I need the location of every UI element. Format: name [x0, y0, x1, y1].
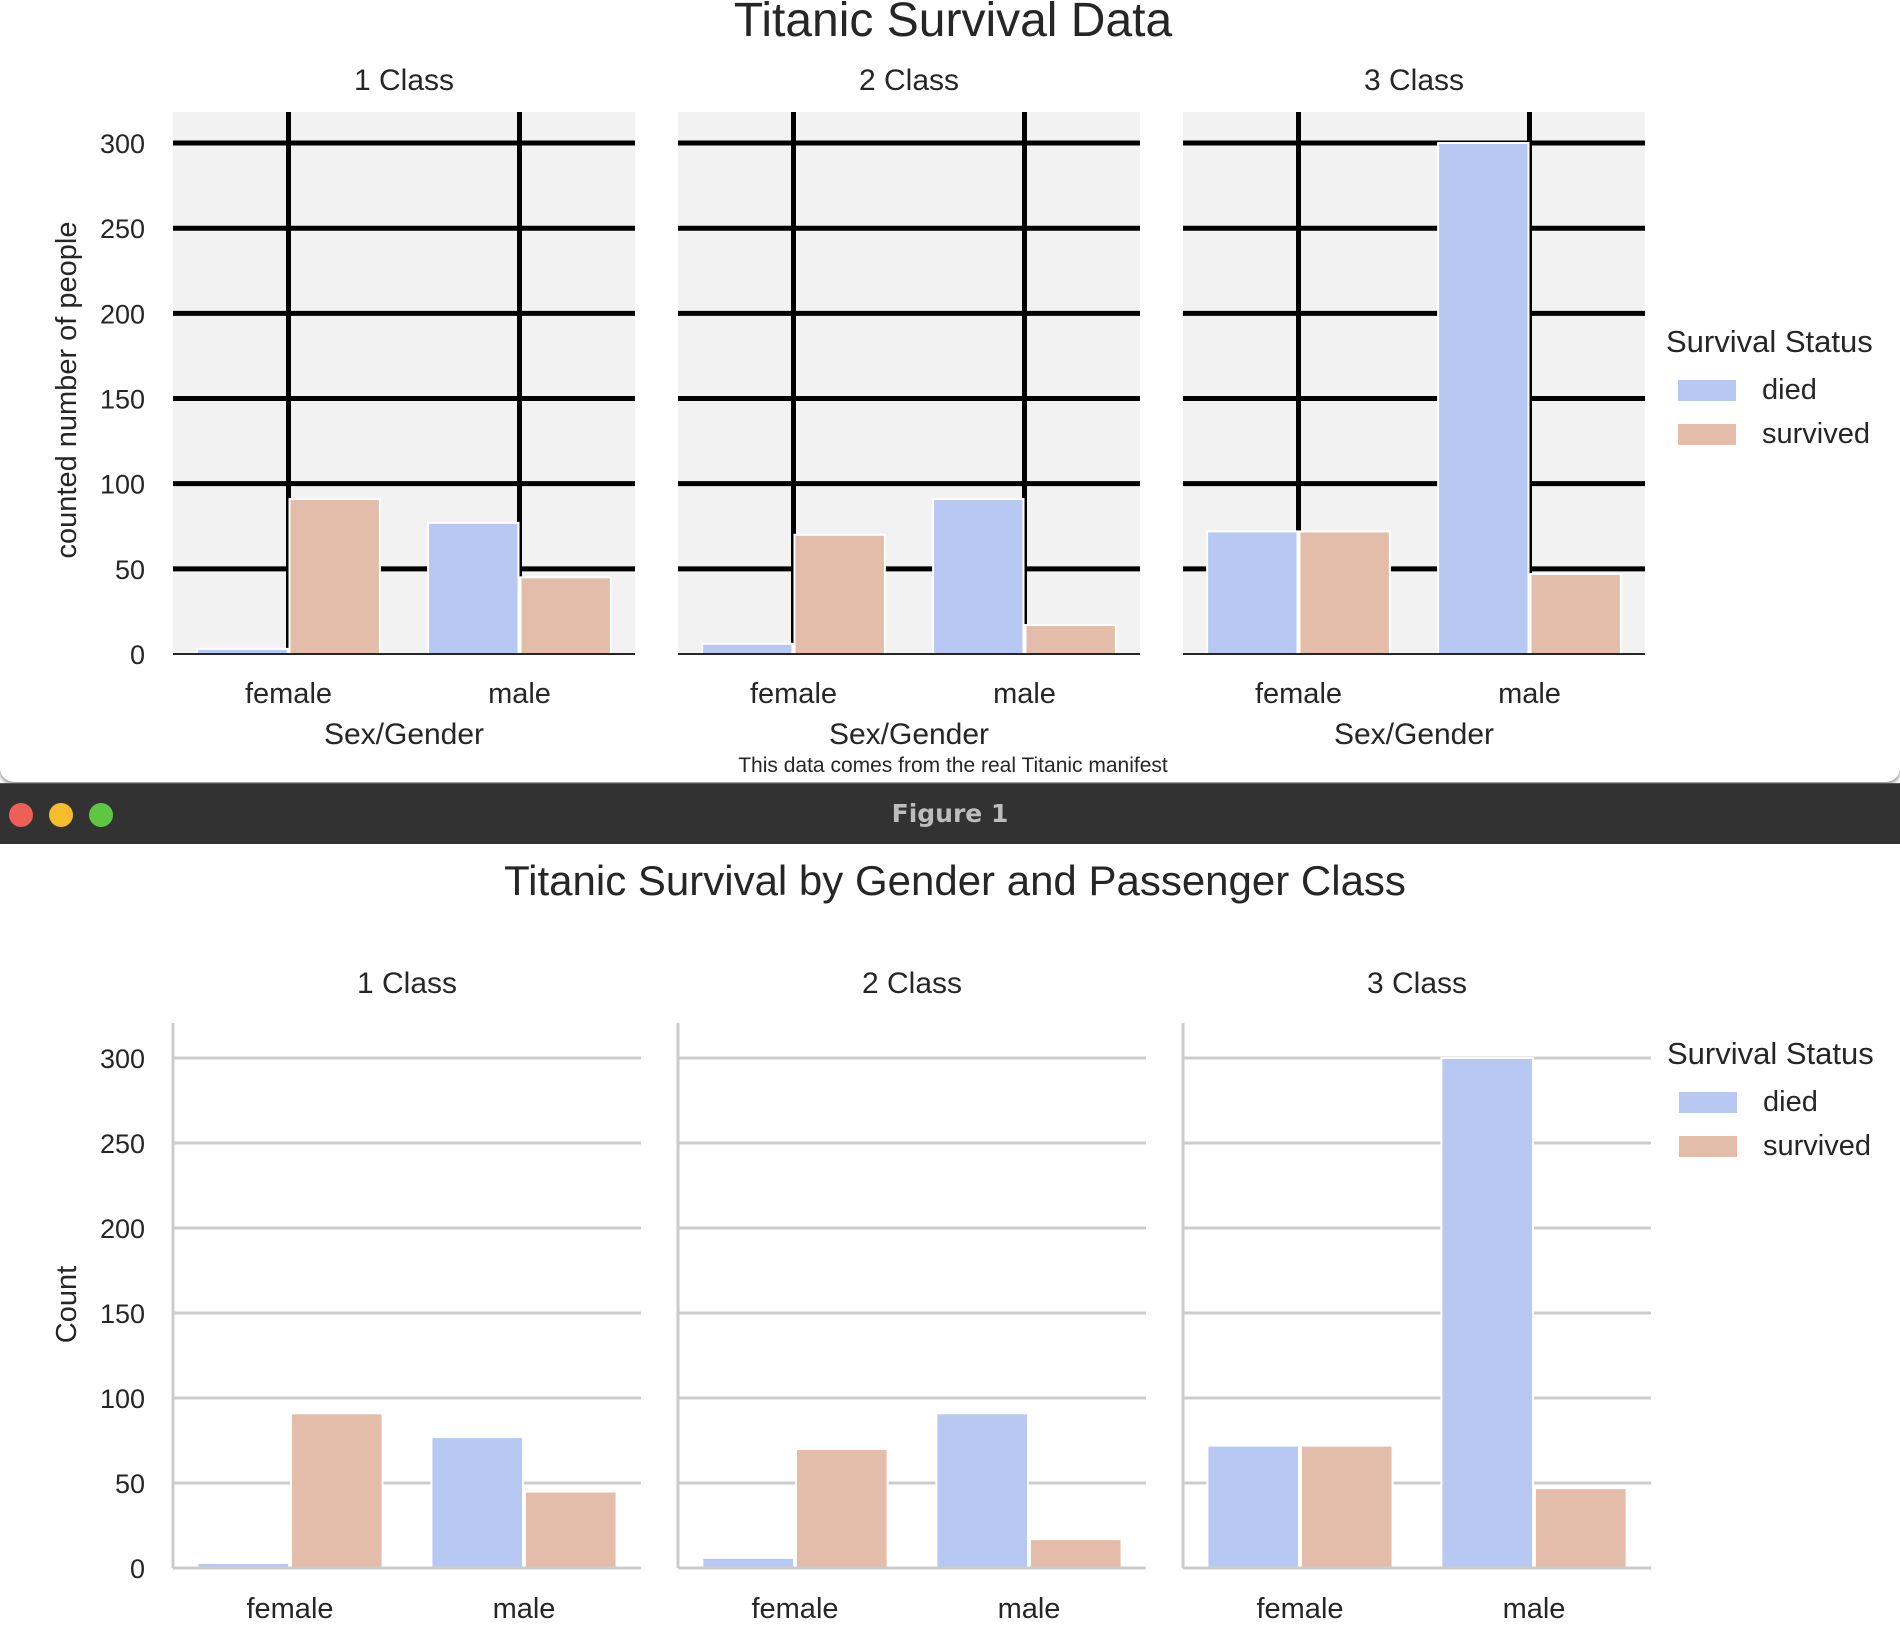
bar-survived-male: [1024, 624, 1117, 656]
facet-title: 1 Class: [354, 64, 454, 97]
y-tick-label: 100: [100, 1384, 145, 1414]
x-tick-label: female: [246, 1593, 333, 1625]
zoom-button[interactable]: [89, 803, 113, 827]
legend-label-died: died: [1763, 1086, 1818, 1118]
facet-title: 3 Class: [1364, 64, 1464, 97]
bar-survived-female: [288, 498, 381, 655]
legend-label-survived: survived: [1763, 1130, 1871, 1162]
y-tick-label: 300: [100, 1044, 145, 1074]
bar-died-female: [701, 1556, 796, 1569]
x-tick-label: male: [493, 1593, 556, 1625]
bar-survived-male: [1529, 572, 1622, 655]
x-tick-label: male: [998, 1593, 1061, 1625]
chart-title: Titanic Survival by Gender and Passenger…: [504, 857, 1406, 904]
legend-label-died: died: [1762, 374, 1817, 406]
y-tick-label: 150: [100, 1299, 145, 1329]
facet-panel-1: [173, 112, 635, 656]
facet-title: 2 Class: [862, 967, 962, 1000]
x-tick-label: male: [1503, 1593, 1566, 1625]
y-tick-label: 150: [100, 385, 145, 415]
y-tick-label: 200: [100, 1214, 145, 1244]
bar-survived-male: [524, 1490, 618, 1569]
front-figure-window[interactable]: Figure 1 Titanic Survival by Gender and …: [0, 783, 1900, 1636]
chart-title: Titanic Survival Data: [734, 0, 1173, 47]
bar-survived-male: [1534, 1487, 1628, 1569]
footnote: This data comes from the real Titanic ma…: [738, 754, 1168, 777]
facet-title: 3 Class: [1367, 967, 1467, 1000]
y-axis-label: Count: [51, 1266, 83, 1343]
y-tick-label: 0: [130, 1554, 145, 1584]
bar-survived-female: [795, 1448, 889, 1569]
legend-title: Survival Status: [1667, 1036, 1874, 1071]
facet-panel-2: [676, 1023, 1146, 1570]
facet-title: 1 Class: [357, 967, 457, 1000]
window-title: Figure 1: [891, 799, 1009, 828]
y-tick-label: 300: [100, 129, 145, 159]
x-tick-label: female: [1255, 678, 1342, 710]
bar-survived-female: [793, 533, 886, 655]
x-tick-label: female: [1256, 1593, 1343, 1625]
x-axis-label: Sex/Gender: [829, 718, 989, 751]
y-tick-label: 100: [100, 470, 145, 500]
bar-died-female: [701, 642, 794, 655]
bar-survived-female: [290, 1412, 384, 1569]
bar-died-male: [427, 521, 520, 656]
legend-swatch-survived: [1678, 424, 1736, 445]
bar-died-female: [1206, 1444, 1301, 1569]
back-figure-window[interactable]: Titanic Survival Data counted number of p…: [0, 0, 1900, 782]
bar-died-male: [932, 498, 1025, 655]
facet-title: 2 Class: [859, 64, 959, 97]
legend-swatch-survived: [1679, 1136, 1737, 1157]
panel-background: [678, 112, 1140, 654]
x-tick-label: female: [751, 1593, 838, 1625]
legend-label-survived: survived: [1762, 418, 1870, 450]
x-tick-label: female: [245, 678, 332, 710]
bar-died-male: [935, 1412, 1030, 1569]
bar-survived-male: [519, 576, 612, 656]
legend-title: Survival Status: [1666, 324, 1873, 359]
x-tick-label: male: [488, 678, 551, 710]
legend-swatch-died: [1678, 380, 1736, 401]
x-tick-label: male: [1498, 678, 1561, 710]
minimize-button[interactable]: [49, 803, 73, 827]
facet-panel-1: [171, 1023, 641, 1570]
bar-survived-female: [1300, 1444, 1394, 1569]
chart-top: Titanic Survival Data counted number of p…: [51, 0, 1873, 777]
legend-swatch-died: [1679, 1092, 1737, 1113]
y-tick-label: 50: [115, 1469, 145, 1499]
window-titlebar[interactable]: Figure 1: [0, 783, 1900, 844]
bar-survived-female: [1298, 530, 1391, 655]
chart-bottom: Titanic Survival by Gender and Passenger…: [51, 857, 1874, 1625]
facet-panel-3: [1181, 1023, 1651, 1570]
y-tick-label: 0: [130, 640, 145, 670]
panel-background: [173, 112, 635, 654]
close-button[interactable]: [9, 803, 33, 827]
bar-died-male: [1440, 1057, 1535, 1569]
x-axis-label: Sex/Gender: [324, 718, 484, 751]
x-tick-label: female: [750, 678, 837, 710]
y-tick-label: 250: [100, 214, 145, 244]
bar-died-female: [1206, 530, 1299, 655]
y-tick-label: 50: [115, 555, 145, 585]
bar-died-male: [1437, 142, 1530, 655]
y-axis-label: counted number of people: [51, 222, 83, 559]
bar-died-male: [430, 1436, 524, 1569]
y-tick-label: 200: [100, 299, 145, 329]
bar-survived-male: [1029, 1538, 1123, 1569]
x-axis-label: Sex/Gender: [1334, 718, 1494, 751]
facet-panel-2: [678, 112, 1140, 656]
facet-panel-3: [1183, 112, 1645, 655]
x-tick-label: male: [993, 678, 1056, 710]
y-tick-label: 250: [100, 1129, 145, 1159]
